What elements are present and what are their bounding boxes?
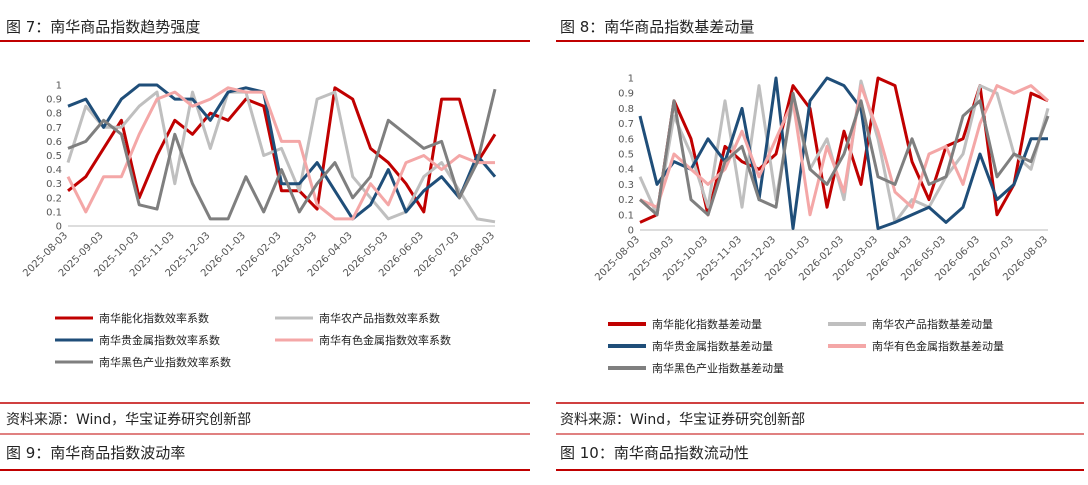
y-tick-label: 0 (628, 226, 634, 237)
data-line (638, 76, 1048, 230)
y-tick-label: 0.8 (618, 104, 634, 115)
legend-label: 南华黑色产业指数效率系数 (99, 355, 231, 369)
source-note: 资料来源：Wind，华宝证券研究创新部 (6, 412, 251, 428)
data-line (67, 86, 497, 214)
y-tick-label: 0.6 (618, 134, 634, 145)
y-tick-label: 0.5 (618, 150, 634, 161)
legend-label: 南华能化指数效率系数 (99, 311, 209, 325)
y-tick-label: 0.9 (46, 95, 62, 106)
y-tick-label: 0.9 (618, 89, 634, 100)
legend-label: 南华农产品指数效率系数 (319, 311, 440, 325)
legend-label: 南华贵金属指数效率系数 (99, 333, 220, 347)
y-tick-label: 1 (56, 81, 62, 92)
figure-caption: 图 10：南华商品指数流动性 (560, 444, 749, 462)
data-line (66, 90, 496, 224)
legend-label: 南华贵金属指数基差动量 (652, 339, 773, 353)
legend-label: 南华有色金属指数效率系数 (319, 333, 451, 347)
y-tick-label: 0.3 (618, 180, 634, 191)
y-tick-label: 0.4 (618, 165, 634, 176)
figure-caption: 图 8：南华商品指数基差动量 (560, 18, 754, 36)
y-tick-label: 0.7 (618, 119, 634, 130)
data-line (638, 79, 1050, 224)
y-tick-label: 0.5 (46, 151, 62, 162)
y-tick-label: 0.3 (46, 179, 62, 190)
legend-label: 南华能化指数基差动量 (652, 317, 762, 331)
data-line (639, 84, 1049, 217)
y-tick-label: 0.1 (46, 207, 62, 218)
data-line (66, 86, 495, 221)
y-tick-label: 0.2 (46, 193, 62, 204)
figure-caption: 图 7：南华商品指数趋势强度 (6, 18, 200, 36)
source-note: 资料来源：Wind，华宝证券研究创新部 (560, 412, 805, 428)
figure-caption: 图 9：南华商品指数波动率 (6, 444, 185, 462)
legend-label: 南华黑色产业指数基差动量 (652, 361, 784, 375)
y-tick-label: 0.6 (46, 137, 62, 148)
data-line (67, 83, 497, 221)
legend-label: 南华有色金属指数基差动量 (872, 339, 1004, 353)
y-tick-label: 0.7 (46, 123, 62, 134)
y-tick-label: 0 (56, 222, 62, 233)
y-tick-label: 0.1 (618, 210, 634, 221)
y-tick-label: 0.4 (46, 165, 62, 176)
y-tick-label: 0.8 (46, 109, 62, 120)
data-line (639, 91, 1050, 217)
y-tick-label: 0.2 (618, 195, 634, 206)
legend-label: 南华农产品指数基差动量 (872, 317, 993, 331)
data-line (67, 88, 497, 221)
y-tick-label: 1 (628, 74, 634, 85)
